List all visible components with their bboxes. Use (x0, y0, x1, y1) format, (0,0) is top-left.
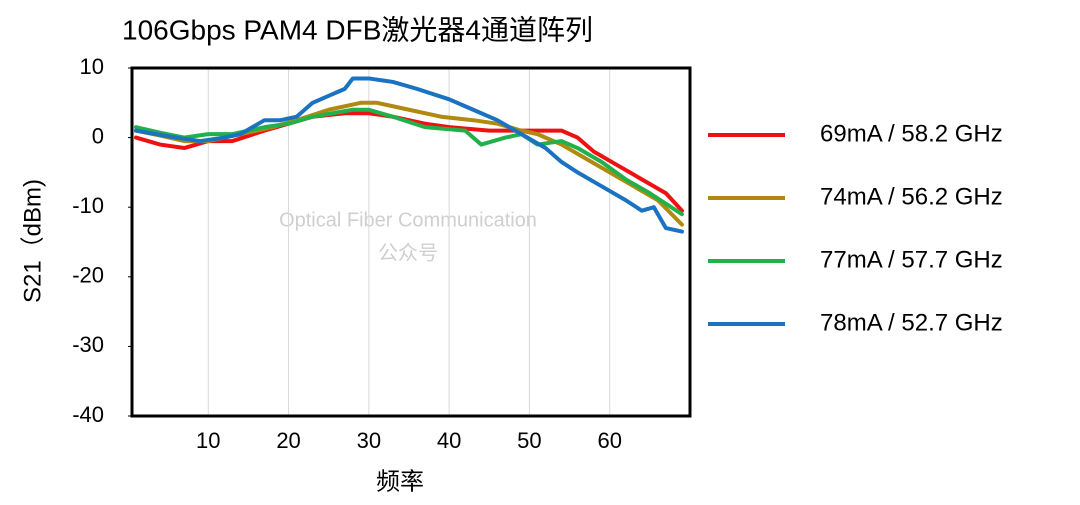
y-tick-label: -10 (72, 193, 104, 218)
chart-title: 106Gbps PAM4 DFB激光器4通道阵列 (122, 14, 593, 45)
legend-label: 69mA / 58.2 GHz (820, 120, 1003, 147)
x-tick-label: 40 (437, 428, 461, 453)
y-tick-label: 0 (92, 123, 104, 148)
y-tick-label: -30 (72, 332, 104, 357)
legend-label: 78mA / 52.7 GHz (820, 309, 1003, 336)
y-axis-label: S21（dBm) (19, 179, 46, 303)
plot-frame (130, 66, 692, 418)
legend-label: 74mA / 56.2 GHz (820, 183, 1003, 210)
watermark: Optical Fiber Communication (279, 209, 537, 231)
x-tick-label: 60 (597, 428, 621, 453)
data-line (134, 76, 684, 234)
data-line (134, 107, 684, 217)
x-tick-label: 30 (357, 428, 381, 453)
legend-label: 77mA / 57.7 GHz (820, 246, 1003, 273)
y-tick-label: 10 (80, 54, 104, 79)
x-tick-label: 10 (196, 428, 220, 453)
x-axis-label: 频率 (376, 468, 424, 495)
watermark: 公众号 (378, 241, 438, 264)
x-tick-label: 20 (276, 428, 300, 453)
x-tick-label: 50 (517, 428, 541, 453)
y-tick-label: -40 (72, 402, 104, 427)
y-tick-label: -20 (72, 263, 104, 288)
